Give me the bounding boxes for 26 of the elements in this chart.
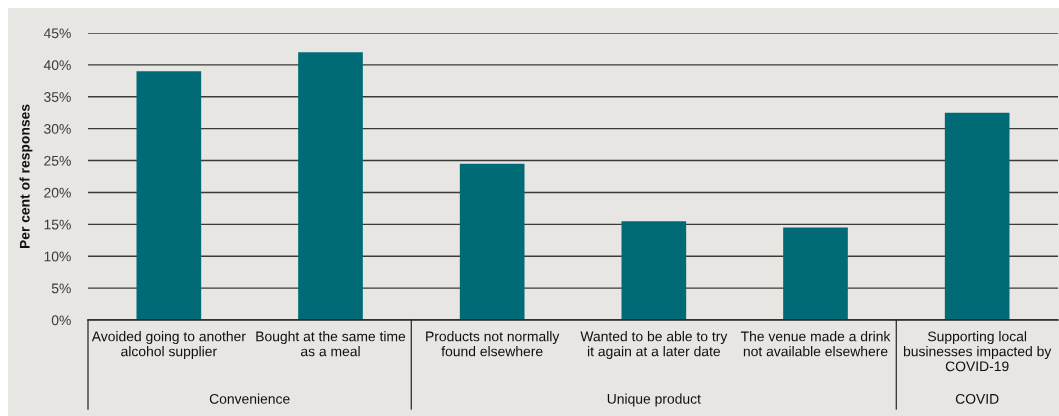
x-tick-label: Bought at the same time as a meal [256,331,406,357]
y-tick-label: 40% [43,60,71,71]
y-tick-label: 30% [44,124,71,134]
y-tick-label: 20% [44,187,71,198]
x-tick-label: Wanted to be able to try it again at a later date [580,331,728,360]
y-tick-label: 5% [51,283,71,294]
y-tick-label: 15% [44,219,71,230]
y-tick-label: 35% [44,92,71,102]
y-tick-label: 25% [44,155,71,166]
bar [621,221,687,320]
x-tick-label: Products not normally found elsewhere [426,331,560,357]
bar [136,71,202,320]
text: Convenience [209,393,290,404]
y-tick-label: 0% [51,315,71,326]
x-tick-label: Supporting local businesses impacted by COVID-19 [903,331,1052,372]
bar [783,227,848,320]
y-tick-label: 45% [43,28,71,39]
text: Unique product [607,393,701,407]
x-tick-label: The venue made a drink not available elsewhere [740,331,891,357]
x-tick-label: Avoided going to another alcohol supplier [91,331,246,360]
y-tick-label: 10% [44,251,71,262]
bar [298,52,363,320]
text: COVID [955,393,999,404]
y-axis-title: Per cent of responses [19,104,33,249]
bar [944,112,1010,320]
bar [459,163,525,320]
